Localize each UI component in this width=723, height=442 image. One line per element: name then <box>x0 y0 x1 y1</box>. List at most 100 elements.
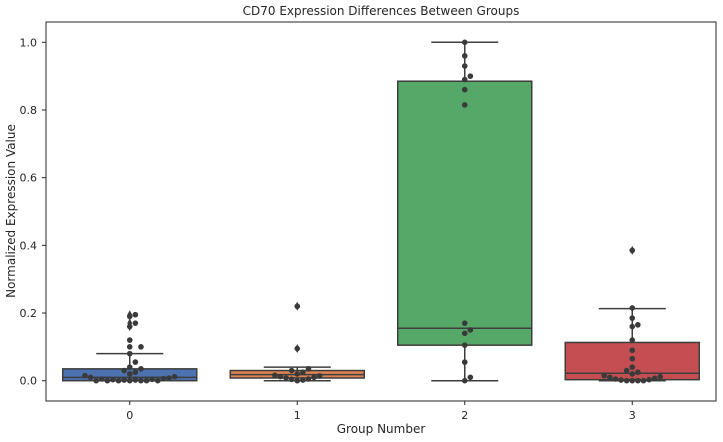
data-point <box>283 375 289 381</box>
swarm-group-3 <box>601 247 664 384</box>
box-group-1 <box>229 301 365 382</box>
swarm-group-1 <box>272 303 323 384</box>
data-point <box>461 53 468 59</box>
data-point <box>311 374 317 381</box>
data-point <box>467 374 474 381</box>
data-point <box>467 327 474 333</box>
data-point <box>126 364 133 370</box>
data-point <box>629 337 636 343</box>
data-point <box>138 377 144 384</box>
data-point <box>149 376 155 383</box>
x-tick-label: 1 <box>294 409 301 422</box>
data-point <box>82 372 88 379</box>
data-point <box>126 344 133 350</box>
data-point <box>126 350 133 357</box>
data-point <box>635 322 641 328</box>
data-point <box>272 372 278 379</box>
data-point <box>629 323 636 330</box>
data-point <box>115 377 122 384</box>
data-point <box>143 377 150 384</box>
data-point <box>461 342 468 348</box>
data-point <box>300 377 306 383</box>
data-point <box>160 375 167 382</box>
data-point <box>294 377 301 384</box>
data-point <box>300 369 306 376</box>
data-point <box>461 86 468 93</box>
data-point <box>461 320 468 326</box>
y-axis: 0.0 0.2 0.4 0.6 0.8 1.0 <box>20 36 46 388</box>
data-point <box>629 347 636 354</box>
data-point <box>288 367 295 374</box>
x-tick-label: 2 <box>461 409 468 422</box>
outlier-marker <box>127 318 133 328</box>
data-point <box>126 377 133 384</box>
data-point <box>618 377 624 383</box>
data-point <box>629 305 636 311</box>
data-point <box>601 372 608 379</box>
data-point <box>154 377 161 384</box>
data-point <box>646 376 652 383</box>
data-point <box>104 377 111 384</box>
data-point <box>467 73 474 79</box>
data-point <box>138 344 144 350</box>
data-point <box>132 377 139 383</box>
data-point <box>126 371 133 377</box>
data-point <box>294 371 301 377</box>
x-tick-label: 0 <box>126 409 133 422</box>
data-point <box>461 359 468 365</box>
y-tick-label: 0.0 <box>20 375 38 388</box>
data-point <box>288 376 295 383</box>
data-point <box>305 376 312 382</box>
swarm-group-0 <box>82 311 178 384</box>
data-point <box>132 311 139 318</box>
data-point <box>87 374 94 381</box>
data-point <box>461 63 468 69</box>
data-point <box>132 320 139 326</box>
data-point <box>126 323 133 330</box>
data-point <box>294 303 301 310</box>
data-point <box>93 377 99 384</box>
y-axis-label: Normalized Expression Value <box>4 124 18 298</box>
data-point <box>623 367 630 374</box>
data-point <box>126 337 133 343</box>
data-point <box>461 76 468 83</box>
data-point <box>132 359 139 365</box>
data-point <box>629 315 636 321</box>
data-point <box>305 366 312 372</box>
data-point <box>635 377 641 384</box>
data-point <box>171 373 178 380</box>
data-point <box>651 375 658 382</box>
data-point <box>629 364 636 370</box>
data-point <box>277 373 284 380</box>
chart-title: CD70 Expression Differences Between Grou… <box>243 4 520 18</box>
data-point <box>461 330 468 337</box>
data-point <box>316 373 323 379</box>
x-axis: 0 1 2 3 <box>126 401 636 422</box>
data-point <box>607 374 613 381</box>
data-point <box>110 376 116 383</box>
y-tick-label: 0.6 <box>20 172 38 185</box>
data-point <box>629 377 636 384</box>
x-tick-label: 3 <box>629 409 636 422</box>
data-point <box>612 376 619 382</box>
data-point <box>138 366 144 372</box>
data-point <box>121 367 127 374</box>
y-tick-label: 0.4 <box>20 239 38 252</box>
plot-area <box>62 39 700 384</box>
data-point <box>166 375 172 381</box>
y-tick-label: 0.8 <box>20 104 38 117</box>
swarm-group-2 <box>461 39 474 384</box>
data-point <box>126 313 133 320</box>
data-point <box>132 369 139 376</box>
plot-frame <box>45 21 717 402</box>
data-point <box>640 377 647 384</box>
data-point <box>635 369 641 376</box>
box-group-2 <box>397 41 533 382</box>
data-point <box>98 376 105 382</box>
y-tick-label: 0.2 <box>20 307 38 320</box>
data-point <box>657 373 664 380</box>
data-point <box>121 377 127 383</box>
data-point <box>461 377 468 384</box>
data-point <box>629 247 636 254</box>
